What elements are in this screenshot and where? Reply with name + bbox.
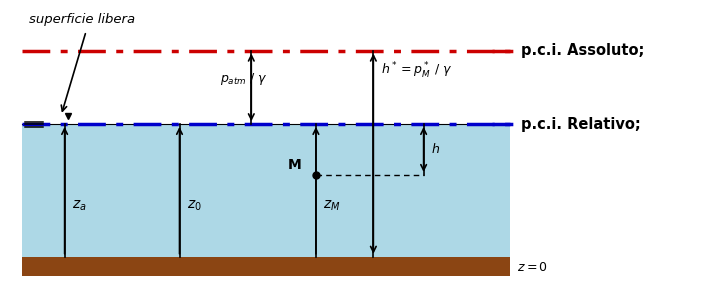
Text: $z = 0$: $z = 0$ — [517, 261, 548, 274]
Text: $h$: $h$ — [431, 142, 440, 157]
Text: $z_a$: $z_a$ — [72, 199, 86, 213]
Text: $p_{atm}$ / $\gamma$: $p_{atm}$ / $\gamma$ — [220, 71, 268, 87]
Bar — [22, 124, 510, 257]
Text: p.c.i. Assoluto;: p.c.i. Assoluto; — [521, 43, 644, 58]
Text: $z_0$: $z_0$ — [187, 199, 202, 213]
Text: $\mathbf{M}$: $\mathbf{M}$ — [287, 158, 302, 172]
Bar — [22, 257, 510, 276]
Text: $h^* = p^*_M$ / $\gamma$: $h^* = p^*_M$ / $\gamma$ — [381, 60, 452, 81]
Text: superficie libera: superficie libera — [29, 13, 135, 26]
Text: $z_M$: $z_M$ — [323, 199, 340, 213]
Text: p.c.i. Relativo;: p.c.i. Relativo; — [521, 116, 640, 132]
